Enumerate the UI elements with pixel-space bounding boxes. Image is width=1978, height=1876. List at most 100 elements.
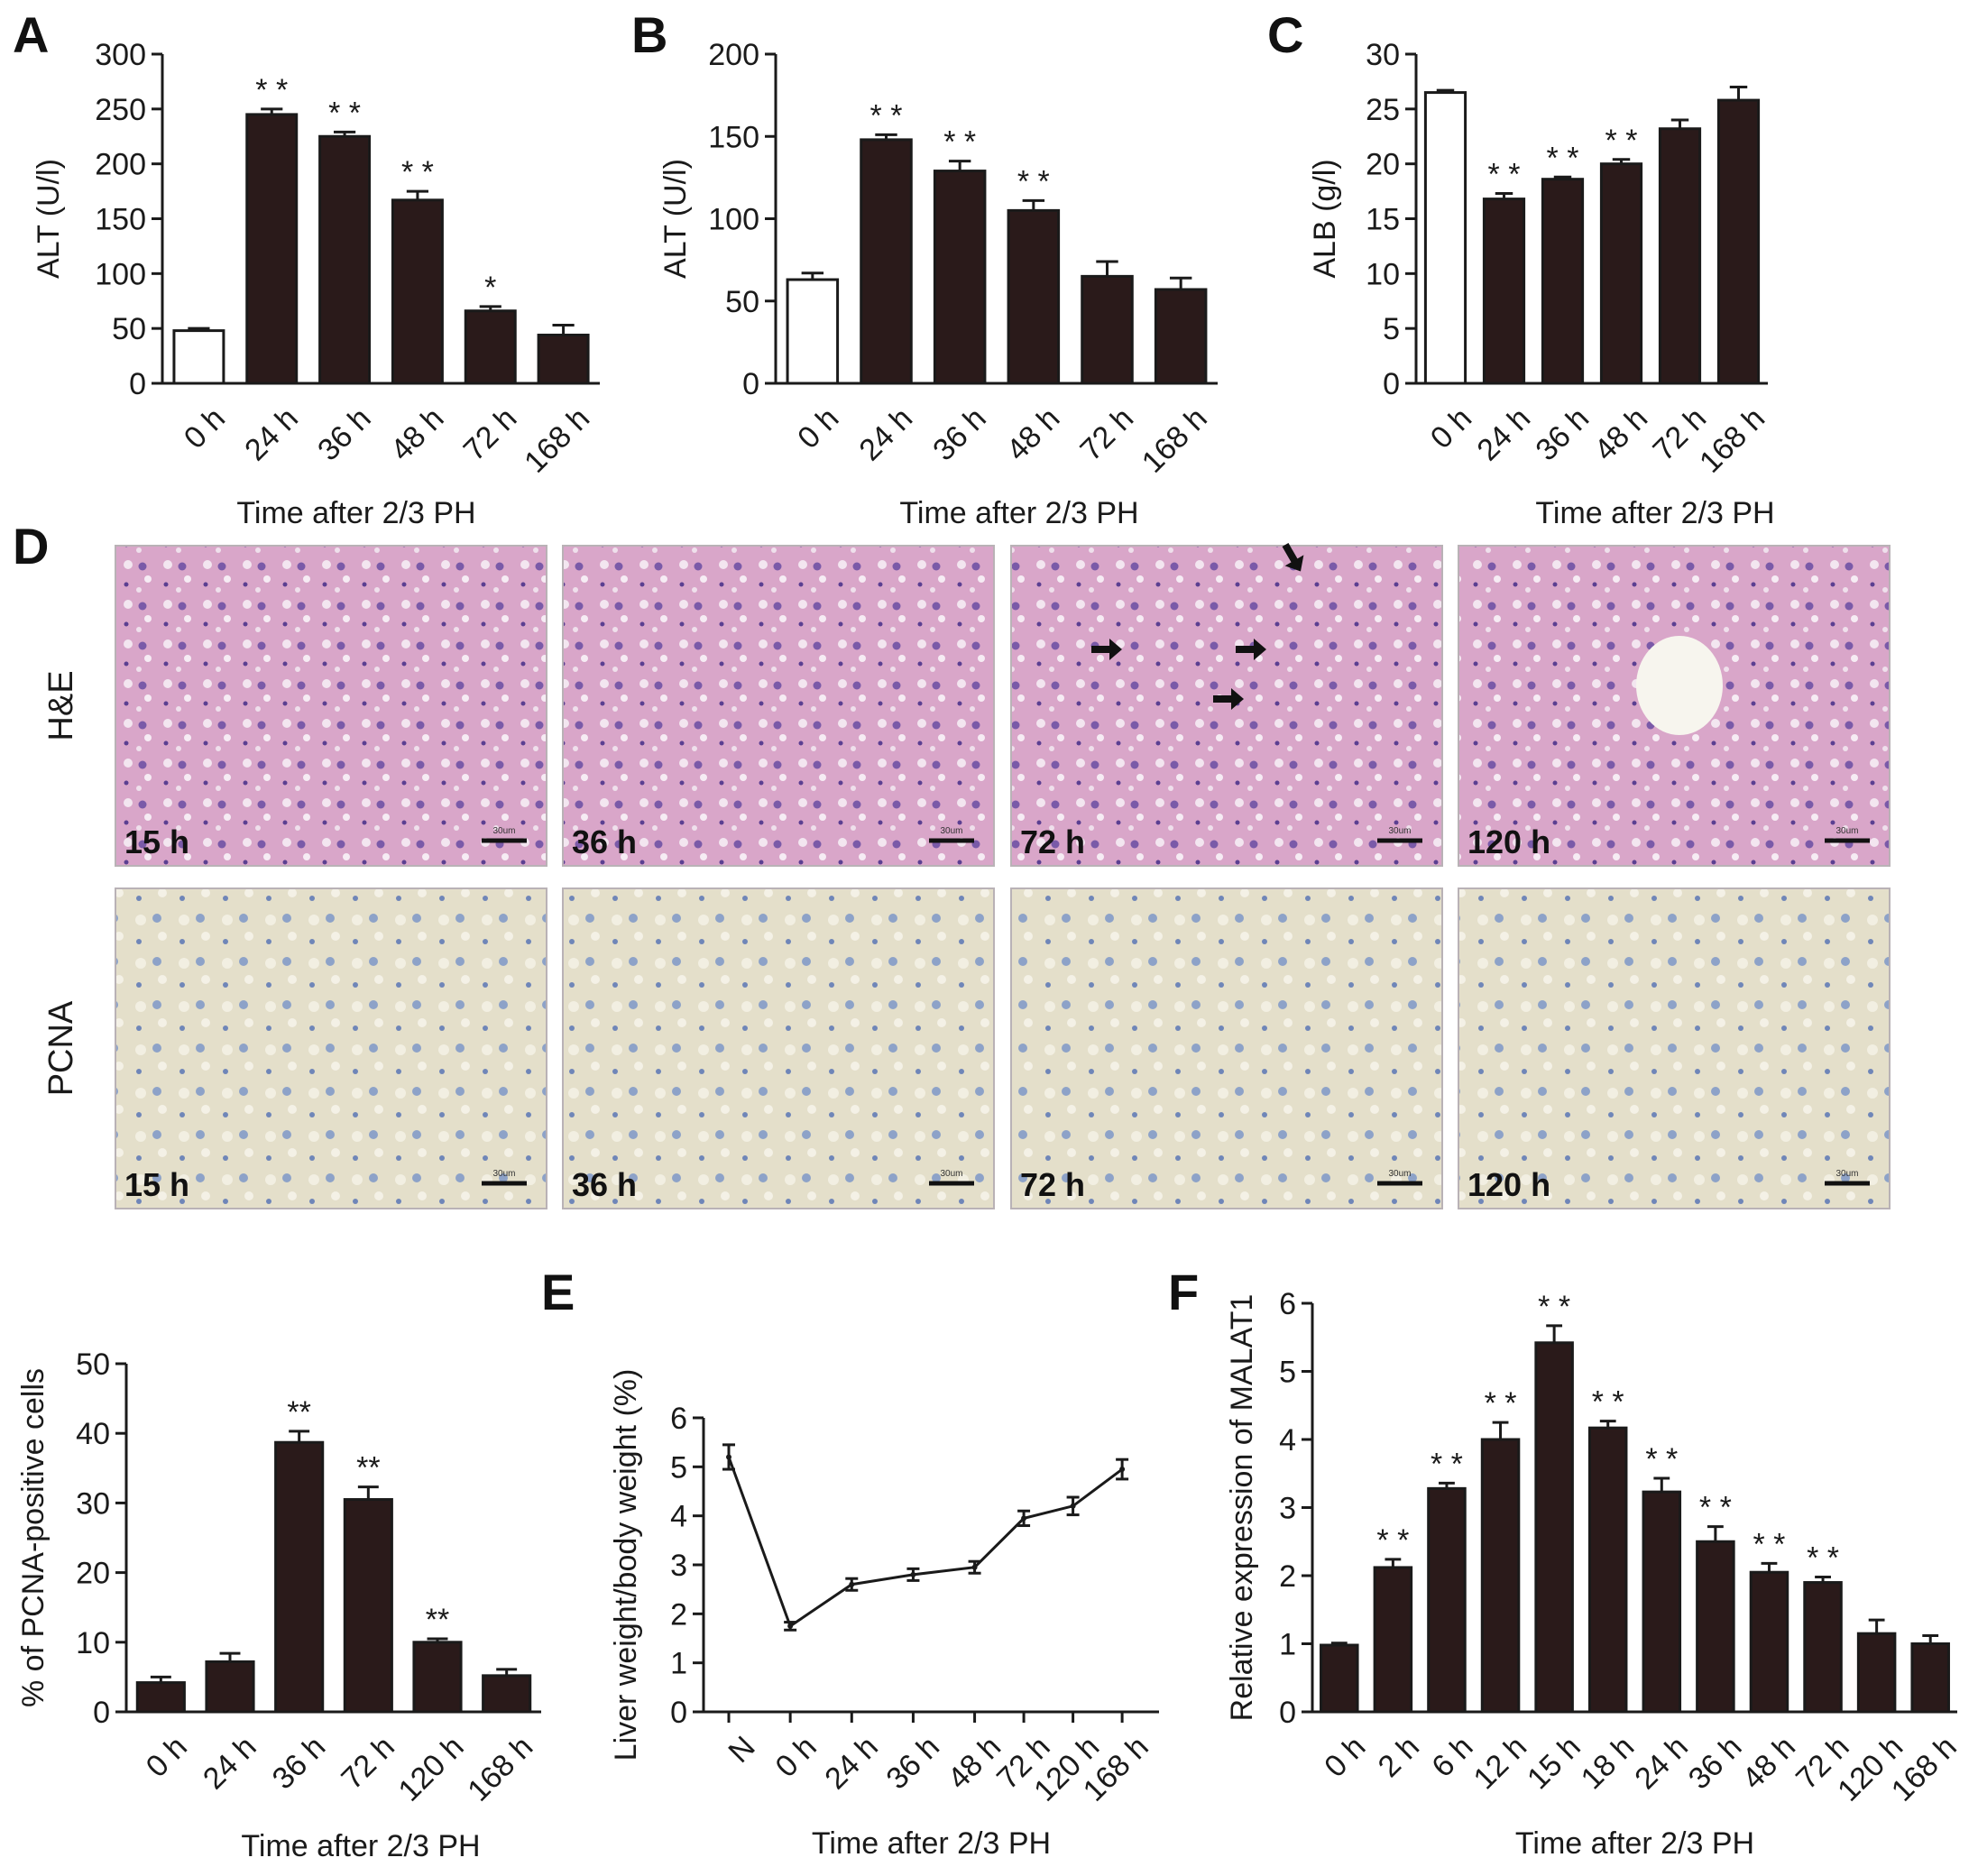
bar	[1534, 1341, 1574, 1714]
bar	[1081, 274, 1134, 385]
micrograph-pcna-0: 15 h 30um	[115, 887, 547, 1209]
bar	[1716, 98, 1761, 385]
y-tick-label: 0	[93, 1696, 110, 1730]
bar	[1803, 1581, 1843, 1714]
significance-mark: * *	[943, 125, 976, 160]
significance-mark: * *	[1592, 1385, 1624, 1420]
x-tick-label: 168 h	[518, 401, 596, 480]
y-axis-label: ALB (g/l)	[1308, 159, 1342, 278]
significance-mark: * *	[1807, 1541, 1839, 1576]
x-tick-label: 168 h	[461, 1730, 539, 1808]
bar	[1749, 1570, 1789, 1714]
y-tick-label: 40	[76, 1417, 110, 1451]
x-tick-label: 48 h	[1735, 1730, 1802, 1797]
y-tick-label: 0	[670, 1696, 687, 1730]
significance-mark: * *	[1605, 124, 1638, 158]
y-tick-label: 20	[76, 1557, 110, 1591]
bar	[1320, 1643, 1359, 1714]
significance-mark: **	[287, 1395, 310, 1430]
x-tick-label: 0 h	[140, 1730, 194, 1784]
y-tick-label: 2	[1279, 1559, 1296, 1594]
scale-bar-label: 30um	[492, 826, 515, 836]
bar	[1642, 1490, 1682, 1714]
micrograph-image	[1010, 887, 1443, 1209]
y-axis-label: ALT (U/l)	[32, 159, 66, 279]
data-point	[726, 1454, 731, 1460]
micrograph-he-1: 36 h 30um	[562, 545, 995, 867]
x-tick-label: 0 h	[768, 1730, 823, 1784]
panel-letter-D: D	[13, 518, 49, 575]
micrograph-image	[115, 545, 547, 867]
significance-mark: * *	[1017, 164, 1050, 198]
micrograph-time-label: 72 h	[1020, 1166, 1085, 1203]
significance-mark: * *	[255, 73, 288, 107]
x-tick-label: 24 h	[197, 1730, 263, 1797]
scale-bar-label: 30um	[1835, 1169, 1858, 1179]
x-tick-label: 72 h	[457, 401, 524, 468]
y-tick-label: 30	[1366, 38, 1400, 72]
x-tick-label: 24 h	[852, 401, 919, 468]
chart-A: A 0 50 100 150 200 250 300 ALT (U/l) 0 h * * 24 h * …	[13, 6, 600, 480]
x-tick-label: 0 h	[178, 401, 232, 455]
x-axis-label: Time after 2/3 PH	[812, 1826, 1051, 1861]
bar	[1154, 288, 1208, 385]
data-point	[910, 1571, 916, 1577]
x-tick-label: 0 h	[791, 401, 845, 455]
bar	[464, 309, 517, 385]
bar	[1007, 208, 1061, 385]
x-tick-label: 36 h	[1529, 401, 1596, 468]
data-point	[1070, 1503, 1076, 1509]
significance-mark: *	[484, 271, 496, 305]
y-tick-label: 20	[1366, 148, 1400, 182]
micrograph-he-3: 120 h 30um	[1458, 545, 1891, 867]
chart-B: B 0 50 100 150 200 ALT (U/l) 0 h * * 24 h * * 36 h *…	[631, 6, 1218, 480]
micrograph-pcna-1: 36 h 30um	[562, 887, 995, 1209]
y-tick-label: 10	[1366, 257, 1400, 291]
y-axis-label: % of PCNA-positive cells	[16, 1368, 51, 1707]
y-tick-label: 4	[670, 1500, 687, 1534]
bar	[135, 1681, 186, 1714]
scale-bar-label: 30um	[1388, 1169, 1411, 1179]
micrograph-pcna-2: 72 h 30um	[1010, 887, 1443, 1209]
bar	[245, 113, 299, 385]
bar	[1856, 1632, 1897, 1714]
y-tick-label: 5	[670, 1450, 687, 1485]
significance-mark: **	[356, 1451, 380, 1485]
y-tick-label: 4	[1279, 1423, 1296, 1458]
micrograph-time-label: 120 h	[1467, 823, 1550, 860]
micrograph-he-2: 72 h 30um	[1010, 545, 1443, 867]
micrograph-time-label: 36 h	[572, 1166, 637, 1203]
x-tick-label: 24 h	[1628, 1730, 1695, 1797]
x-tick-label: 48 h	[384, 401, 451, 468]
y-tick-label: 250	[95, 93, 146, 127]
bar	[1658, 127, 1702, 385]
series-line	[727, 1456, 1124, 1629]
panel-letter-F: F	[1168, 1264, 1199, 1320]
bar	[1480, 1438, 1521, 1714]
x-tick-label: 24 h	[818, 1730, 885, 1797]
scale-bar-label: 30um	[1835, 826, 1858, 836]
bar	[1599, 162, 1643, 385]
y-axis-label: Relative expression of MALAT1	[1225, 1294, 1259, 1722]
y-tick-label: 50	[76, 1347, 110, 1382]
x-tick-label: 48 h	[942, 1730, 1008, 1797]
y-tick-label: 300	[95, 38, 146, 72]
bar	[318, 134, 372, 385]
x-tick-label: 24 h	[238, 401, 305, 468]
x-tick-label: N	[722, 1730, 761, 1770]
significance-mark: * *	[1753, 1527, 1785, 1561]
x-tick-label: 36 h	[879, 1730, 946, 1797]
micrograph-time-label: 120 h	[1467, 1166, 1550, 1203]
bar	[786, 278, 840, 385]
micrograph-he-0: 15 h 30um	[115, 545, 547, 867]
data-point	[1119, 1467, 1126, 1473]
x-tick-label: 36 h	[1682, 1730, 1749, 1797]
micrograph-time-label: 36 h	[572, 823, 637, 860]
chart-C: C 0 5 10 15 20 25 30 ALB (g/l) 0 h * * 24 h * * 36 h *…	[1267, 6, 1771, 480]
x-tick-label: 24 h	[1470, 401, 1537, 468]
x-axis-label: Time after 2/3 PH	[236, 496, 475, 530]
significance-mark: * *	[1431, 1447, 1463, 1481]
y-tick-label: 200	[95, 148, 146, 182]
micrograph-image	[1458, 887, 1891, 1209]
